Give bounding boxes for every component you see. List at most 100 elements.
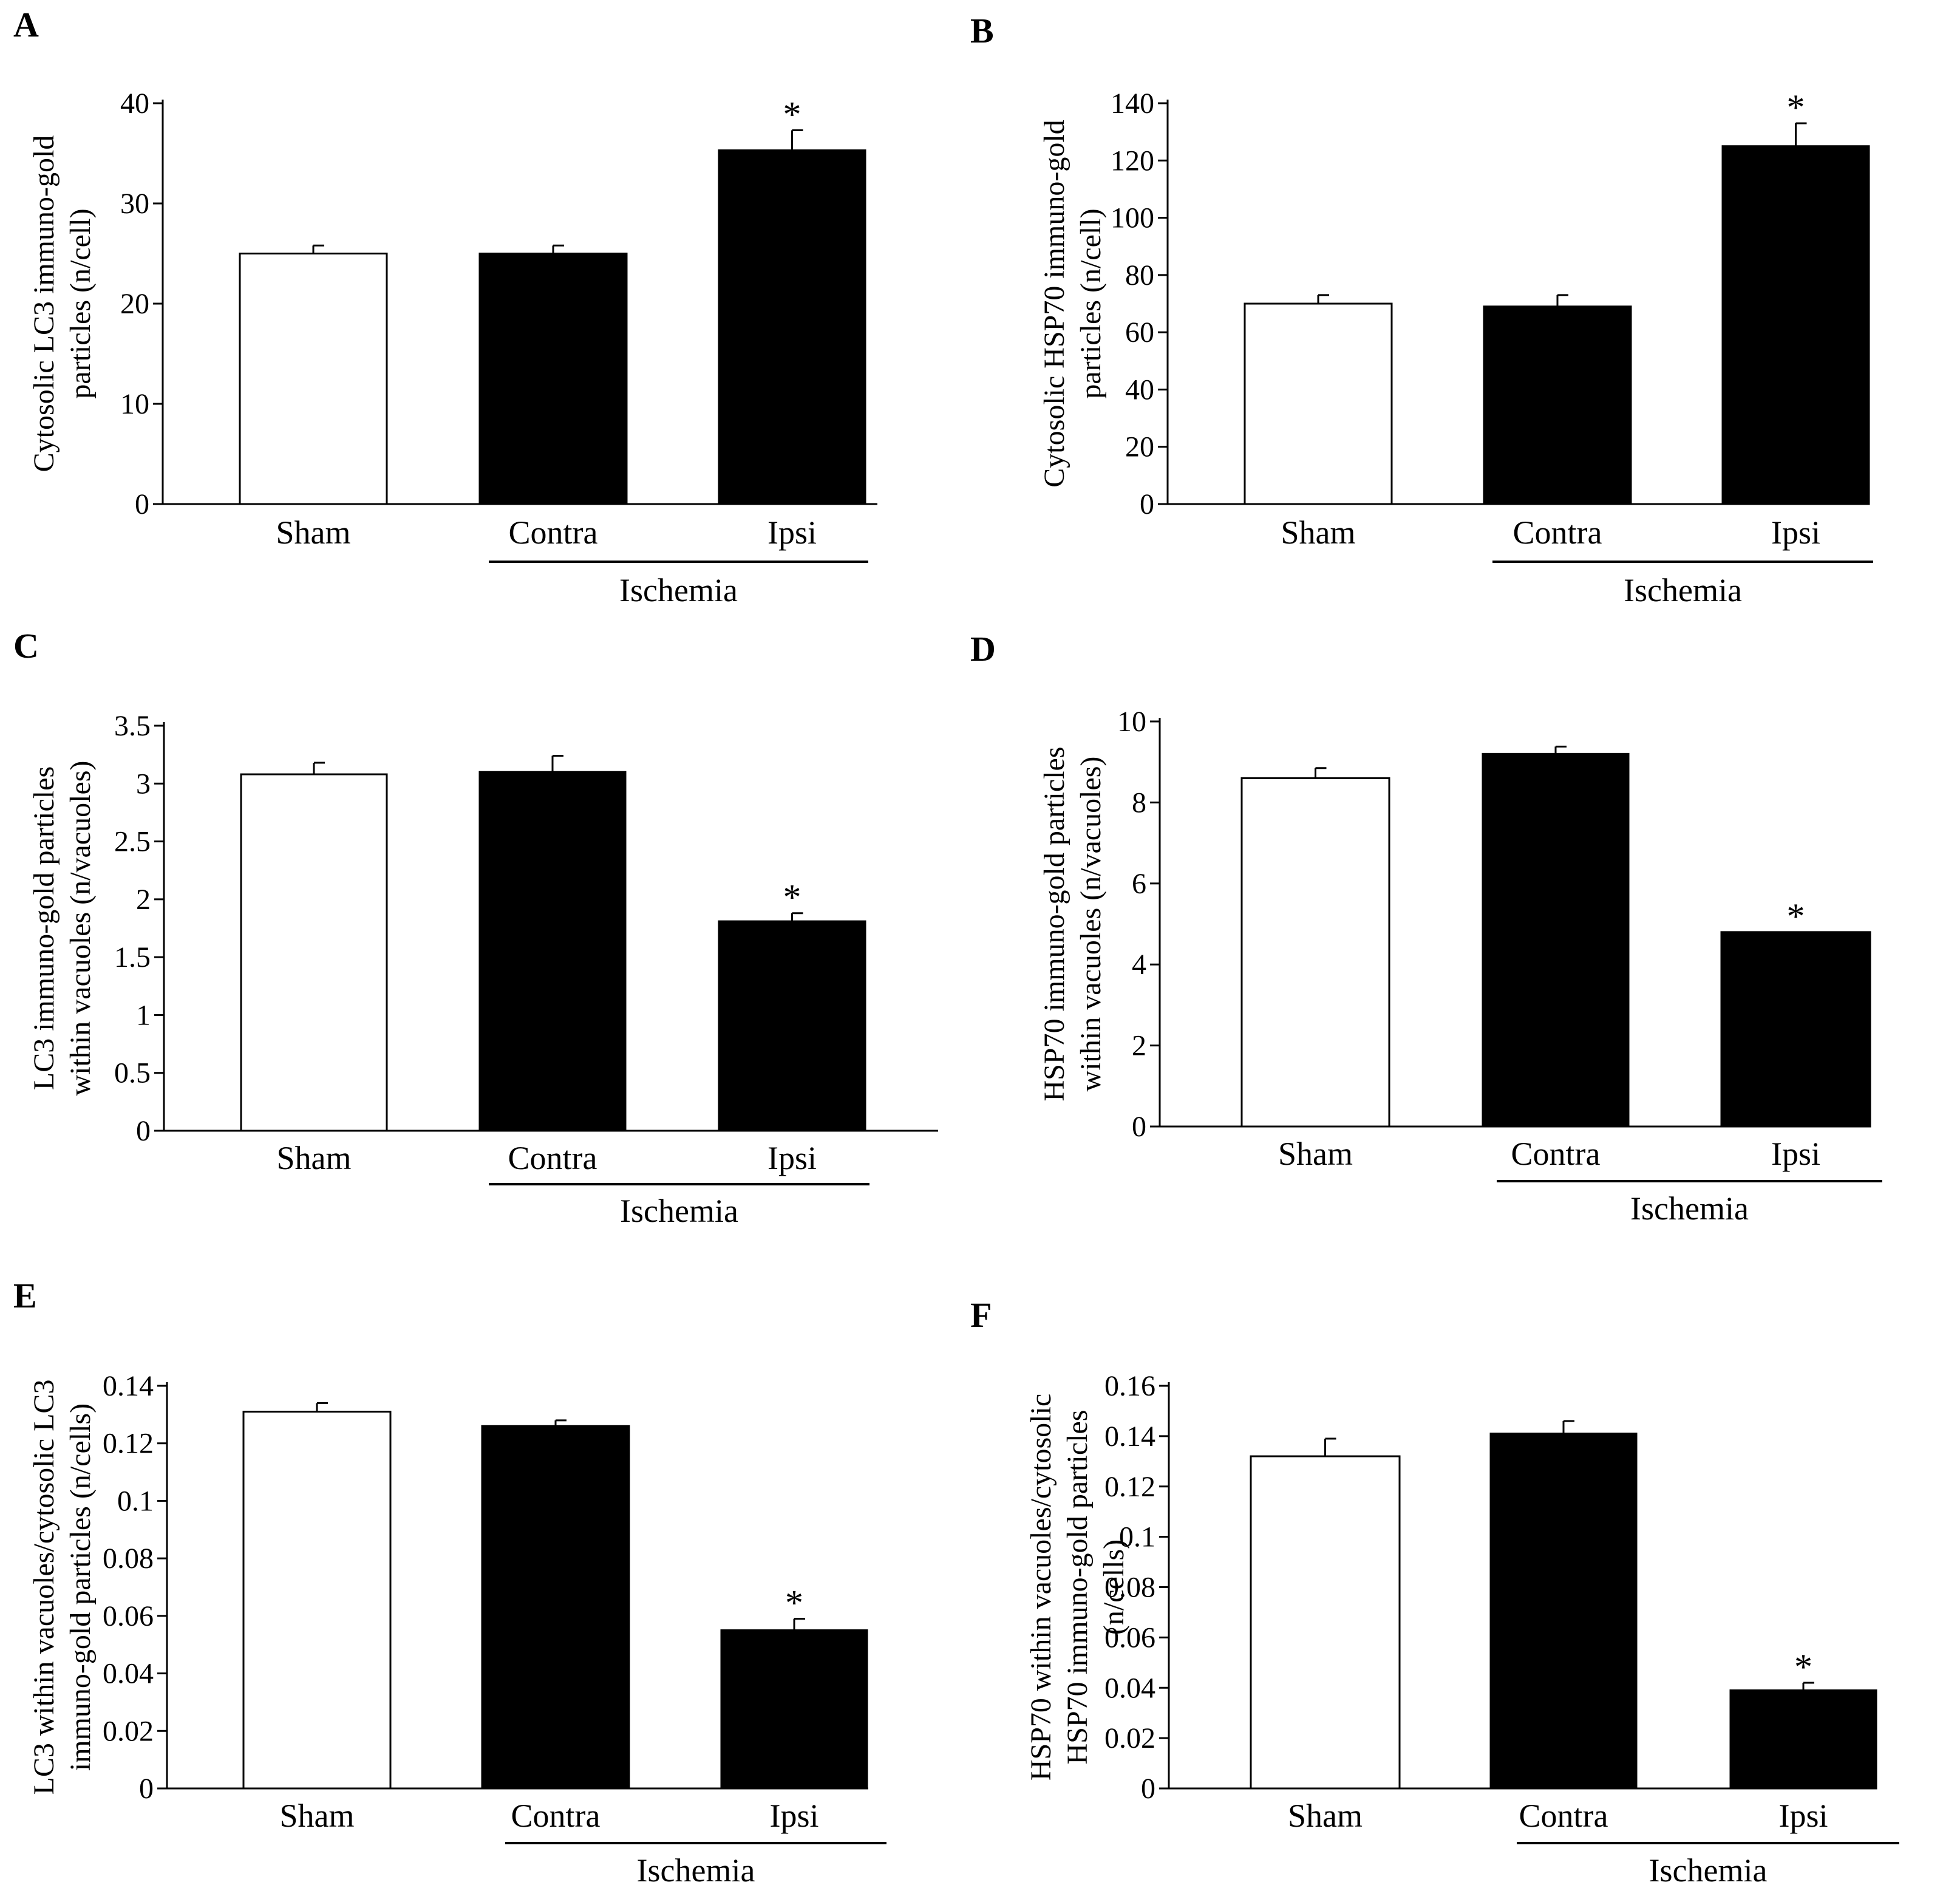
y-tick-label: 20 [120,288,149,320]
y-tick-label: 0 [1141,1773,1155,1805]
y-tick-label: 0.16 [1104,1370,1155,1402]
y-tick-label: 0.12 [1104,1471,1155,1503]
panel-letter: A [13,5,39,44]
panel-b: B * 0 20 40 60 80 100 120 140 Sham Contra Ipsi Ischem… [970,11,1873,608]
y-axis-label: HSP70 within vacuoles/cytosolic HSP70 imm… [1025,1394,1130,1781]
y-tick-label: 3 [136,768,151,800]
bar-contra [1483,305,1632,505]
y-axis-label: LC3 immuno-gold particles within vacuoles… [28,761,97,1096]
category-label-contra: Contra [509,514,598,551]
bar-sham [242,1411,392,1790]
category-label-sham: Sham [1281,514,1355,551]
y-tick-label: 4 [1132,949,1146,981]
y-tick-label: 100 [1111,202,1154,234]
y-tick-label: 2 [1132,1030,1146,1062]
y-tick-label: 0.02 [1104,1722,1155,1754]
y-axis-label-line: particles (n/cell) [1075,208,1107,398]
y-axis-label-line: HSP70 within vacuoles/cytosolic [1025,1394,1057,1781]
bar-sham [1244,302,1393,505]
y-tick-label: 2 [136,884,151,916]
bar-sham [1250,1455,1401,1790]
y-axis-label-line: within vacuoles (n/vacuoles) [64,761,97,1096]
bar-ipsi [1720,931,1871,1128]
category-label-sham: Sham [1278,1136,1353,1172]
y-tick-label: 30 [120,188,149,220]
y-tick-label: 120 [1111,145,1154,177]
panel-d: D * 0 2 4 6 8 10 Sham Contra Ipsi Ischemia HSP70 imm… [970,629,1882,1227]
bar-contra [1489,1433,1638,1790]
y-tick-label: 0 [1132,1111,1146,1143]
category-label-contra: Contra [511,1798,601,1834]
panel-letter: C [13,626,39,666]
y-tick-label: 0 [1140,488,1154,520]
category-label-ipsi: Ipsi [1771,1136,1820,1172]
significance-marker: * [783,878,801,918]
bar-ipsi [1729,1689,1877,1790]
group-label: Ischemia [637,1852,755,1889]
y-tick-label: 0.02 [103,1715,154,1747]
y-tick-label: 2.5 [114,826,151,858]
y-tick-label: 0.14 [1104,1420,1155,1453]
y-tick-label: 0.12 [103,1428,154,1460]
category-label-ipsi: Ipsi [767,1140,817,1176]
y-tick-label: 0 [135,488,149,520]
panel-c: C * 0 0.5 1 1.5 2 2.5 3 3.5 Sham Contra Ipsi Ischemia… [13,626,938,1229]
bar-ipsi [720,1629,868,1790]
y-tick-label: 10 [1117,706,1146,738]
y-tick-label: 10 [120,388,149,420]
y-axis-label-line: LC3 immuno-gold particles [28,766,60,1090]
y-tick-label: 0.06 [103,1600,154,1632]
significance-marker: * [1787,896,1805,936]
bar-contra [478,253,628,505]
panel-letter: E [13,1276,37,1315]
y-axis-label: HSP70 immuno-gold particles within vacuol… [1038,747,1107,1102]
category-label-ipsi: Ipsi [1779,1798,1828,1834]
y-tick-label: 80 [1125,259,1154,291]
y-axis-label: Cytosolic LC3 immuno-gold particles (n/ce… [28,135,97,472]
y-axis-label: LC3 within vacuoles/cytosolic LC3 immuno-… [28,1380,97,1795]
group-label: Ischemia [1630,1190,1749,1227]
significance-marker: * [1794,1647,1812,1687]
y-tick-label: 0.1 [117,1485,154,1517]
group-label: Ischemia [1624,572,1742,608]
significance-marker: * [783,95,801,135]
category-label-sham: Sham [276,1140,351,1176]
category-label-ipsi: Ipsi [770,1798,819,1834]
category-label-sham: Sham [276,514,350,551]
bar-contra [481,1425,630,1790]
bar-sham [1240,777,1390,1128]
panel-letter: F [970,1295,992,1335]
y-tick-label: 40 [1125,373,1154,406]
bar-contra [478,771,627,1132]
bar-ipsi [718,920,866,1132]
panel-letter: B [970,11,994,50]
significance-marker: * [1787,87,1805,128]
y-tick-label: 0.04 [103,1658,154,1690]
y-tick-label: 6 [1132,868,1146,900]
y-axis-label-line: (n/cells) [1098,1539,1130,1635]
y-tick-label: 60 [1125,316,1154,349]
bar-sham [240,773,388,1132]
y-tick-label: 0.08 [103,1542,154,1575]
panel-a: A * 0 10 20 30 40 Sham Contra Ipsi Ischemia Cytosol… [13,5,877,608]
y-tick-label: 8 [1132,786,1146,819]
y-tick-label: 3.5 [114,710,151,742]
y-tick-label: 0.04 [1104,1672,1155,1704]
y-axis-label: Cytosolic HSP70 immuno-gold particles (n/… [1038,120,1107,487]
category-label-contra: Contra [1511,1136,1601,1172]
y-tick-label: 0.06 [1104,1621,1155,1654]
category-label-contra: Contra [1513,514,1602,551]
category-label-ipsi: Ipsi [767,514,817,551]
bar-ipsi [1721,145,1870,505]
group-label: Ischemia [620,1193,738,1229]
group-label: Ischemia [619,572,738,608]
y-axis-label-line: particles (n/cell) [64,208,97,398]
bar-sham [239,253,388,505]
y-tick-label: 0.14 [103,1370,154,1402]
category-label-sham: Sham [279,1798,354,1834]
y-tick-label: 0.08 [1104,1572,1155,1604]
y-axis-label-line: within vacuoles (n/vacuoles) [1075,757,1107,1092]
bar-contra [1482,752,1630,1128]
